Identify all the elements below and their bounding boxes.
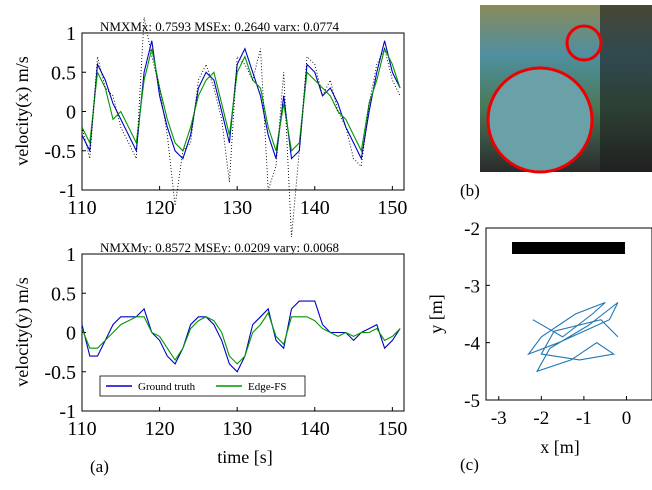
annotation: NMXMx: 0.7593 MSEx: 0.2640 varx: 0.0774	[100, 19, 340, 34]
x-tick-label: 140	[300, 418, 330, 440]
x-tick-label: 120	[145, 197, 175, 219]
series-line	[81, 17, 401, 238]
x-axis-title: time [s]	[217, 447, 273, 467]
legend-label: Edge-FS	[248, 381, 287, 393]
panel-label: (c)	[460, 455, 479, 474]
y-axis-title: velocity(y) m/s	[12, 277, 33, 386]
x-tick-label: 130	[222, 418, 252, 440]
y-tick-label: -0.5	[44, 362, 76, 384]
y-tick-label: 1	[66, 244, 76, 266]
y-tick-label: -1	[59, 401, 76, 423]
y-tick-label: -1	[59, 180, 76, 202]
y-tick-label: 0	[66, 323, 76, 345]
y-tick-label: -4	[464, 334, 480, 355]
x-tick-label: 110	[67, 197, 96, 219]
panel-label: (a)	[90, 457, 109, 476]
axes-frame	[81, 32, 405, 191]
x-tick-label: 140	[300, 197, 330, 219]
legend-label: Ground truth	[138, 381, 196, 393]
series-line	[527, 301, 619, 373]
photo	[480, 5, 652, 174]
series-line	[81, 47, 401, 153]
x-tick-label: 150	[377, 197, 407, 219]
y-tick-label: 0	[66, 102, 76, 124]
y-tick-label: 1	[66, 23, 76, 45]
x-axis-title: x [m]	[540, 437, 580, 457]
obstacle	[512, 242, 625, 254]
x-tick-label: -1	[576, 408, 592, 429]
x-tick-label: 130	[222, 197, 252, 219]
x-tick-label: 150	[377, 418, 407, 440]
legend-box	[99, 375, 306, 397]
axes-frame	[485, 227, 652, 401]
x-tick-label: 0	[622, 408, 632, 429]
series-line	[81, 311, 401, 365]
x-tick-label: 110	[67, 418, 96, 440]
y-axis-title: y [m]	[426, 294, 446, 334]
y-tick-label: -0.5	[44, 141, 76, 163]
x-tick-label: 120	[145, 418, 175, 440]
y-axis-title: velocity(x) m/s	[12, 56, 33, 165]
y-tick-label: -5	[464, 391, 480, 412]
y-tick-label: 0.5	[51, 283, 76, 305]
y-tick-label: -3	[464, 276, 480, 297]
x-tick-label: -3	[491, 408, 507, 429]
panel-label: (b)	[460, 181, 480, 200]
series-line	[81, 300, 401, 373]
x-tick-label: -2	[533, 408, 549, 429]
series-line	[81, 40, 401, 161]
y-tick-label: 0.5	[51, 62, 76, 84]
y-tick-label: -2	[464, 219, 480, 240]
annotation: NMXMy: 0.8572 MSEy: 0.0209 vary: 0.0068	[100, 240, 339, 255]
